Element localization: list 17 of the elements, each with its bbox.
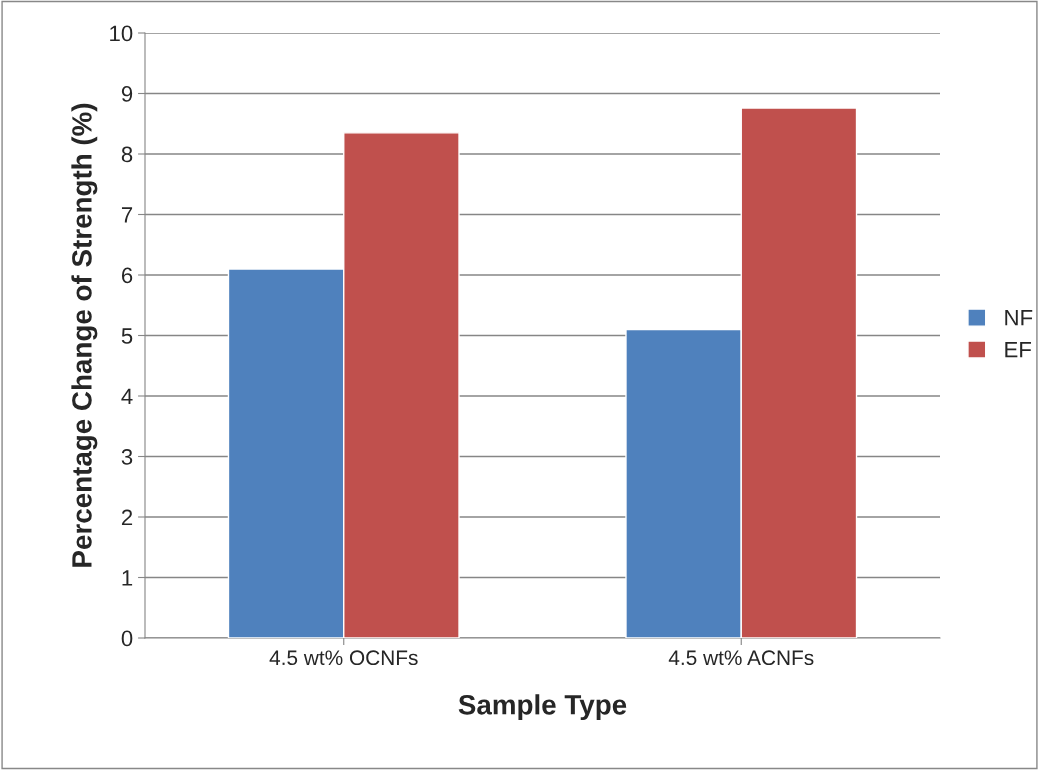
legend-label: EF — [1005, 341, 1032, 358]
y-tick-label: 7 — [121, 207, 133, 223]
y-tick-label: 6 — [121, 267, 133, 284]
y-tick-label: 4 — [121, 388, 133, 405]
x-tick-label: 4.5 wt% ACNFs — [668, 650, 814, 666]
y-tick-label: 8 — [121, 146, 133, 163]
y-tick-label: 10 — [110, 25, 133, 42]
y-tick-label: 2 — [121, 509, 133, 526]
y-axis-title: Percentage Change of Strength (%) — [71, 103, 98, 567]
x-tick-label: 4.5 wt% OCNFs — [269, 650, 418, 666]
x-axis-title: Sample Type — [458, 694, 627, 721]
y-tick-label: 9 — [121, 86, 133, 102]
y-tick-label: 0 — [121, 630, 133, 647]
y-tick-label: 5 — [121, 328, 133, 344]
legend-label: NF — [1005, 310, 1033, 326]
y-tick-label: 3 — [121, 449, 133, 465]
y-tick-label: 1 — [122, 570, 133, 586]
